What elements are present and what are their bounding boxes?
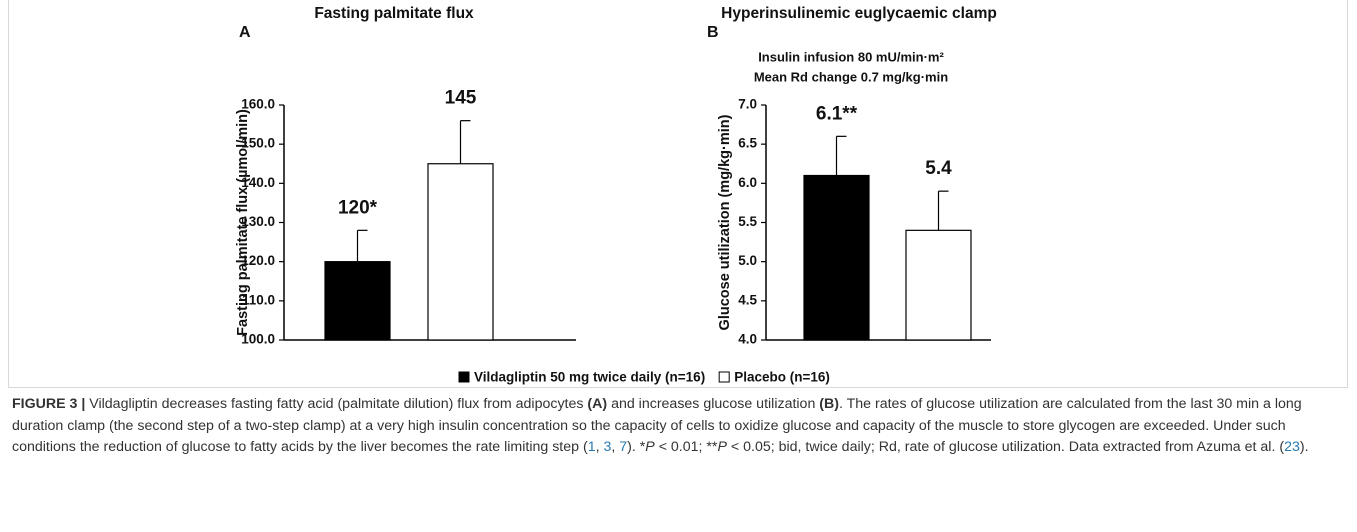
- bar: [905, 229, 972, 341]
- reference[interactable]: 3: [603, 439, 612, 455]
- chart-title: Fasting palmitate flux: [314, 5, 474, 22]
- legend-swatch: [458, 371, 470, 383]
- reference[interactable]: 1: [587, 439, 596, 455]
- value-label: 120*: [338, 197, 378, 218]
- value-label: 145: [445, 88, 477, 109]
- y-axis-label: Glucose utilization (mg/kg·min): [717, 114, 733, 330]
- caption-text: ,: [611, 439, 620, 455]
- chart: Fasting palmitate flux A Fasting palmitate…: [235, 5, 997, 385]
- panel-label: B: [707, 24, 719, 41]
- y-tick-label: 5.5: [738, 214, 757, 229]
- reference[interactable]: 7: [619, 439, 628, 455]
- y-tick-label: 140.0: [241, 175, 275, 190]
- y-tick-label: 7.0: [738, 97, 757, 112]
- caption-text: P: [645, 439, 655, 455]
- legend-swatch: [718, 371, 730, 383]
- y-tick-label: 5.0: [738, 253, 757, 268]
- caption: FIGURE 3 | Vildagliptin decreases fastin…: [12, 394, 1348, 459]
- legend-label: Vildagliptin 50 mg twice daily (n=16): [474, 370, 705, 385]
- y-tick-label: 120.0: [241, 253, 275, 268]
- caption-text: and increases glucose utilization: [607, 396, 820, 412]
- y-tick-label: 150.0: [241, 136, 275, 151]
- caption-text: ,: [595, 439, 604, 455]
- bar: [803, 174, 870, 341]
- caption-text: (A): [587, 396, 608, 412]
- figure-frame: Fasting palmitate flux A Fasting palmitate…: [8, 0, 1348, 388]
- chart-title: Hyperinsulinemic euglycaemic clamp: [721, 5, 997, 22]
- y-tick-label: 4.0: [738, 332, 757, 347]
- y-tick-label: 100.0: [241, 332, 275, 347]
- y-tick-label: 6.0: [738, 175, 757, 190]
- y-tick-label: 160.0: [241, 97, 275, 112]
- caption-text: < 0.05; bid, twice daily; Rd, rate of gl…: [726, 439, 1285, 455]
- caption-label: FIGURE 3 |: [12, 396, 86, 412]
- caption-text: P: [717, 439, 727, 455]
- caption-text: Vildagliptin decreases fasting fatty aci…: [85, 396, 588, 412]
- y-tick-label: 130.0: [241, 214, 275, 229]
- caption-text: . The rates of glucose utilization are c…: [12, 396, 1302, 455]
- legend-label: Placebo (n=16): [734, 370, 830, 385]
- value-label: 6.1**: [816, 103, 858, 124]
- y-tick-label: 6.5: [738, 136, 757, 151]
- caption-text: (B): [819, 396, 839, 412]
- reference[interactable]: 23: [1284, 439, 1300, 455]
- caption-text: ). *: [627, 439, 646, 455]
- caption-text: < 0.01; **: [654, 439, 718, 455]
- bar: [324, 261, 391, 341]
- y-tick-label: 4.5: [738, 292, 757, 307]
- panel-label: A: [239, 24, 251, 41]
- caption-text: ).: [1299, 439, 1309, 455]
- y-tick-label: 110.0: [242, 292, 275, 307]
- value-label: 5.4: [925, 158, 952, 179]
- y-axis-label: Fasting palmitate flux (µmol/min): [235, 109, 251, 336]
- bar: [427, 163, 494, 341]
- subtitle: Insulin infusion 80 mU/min·m²: [758, 49, 944, 64]
- subtitle: Mean Rd change 0.7 mg/kg·min: [754, 69, 948, 84]
